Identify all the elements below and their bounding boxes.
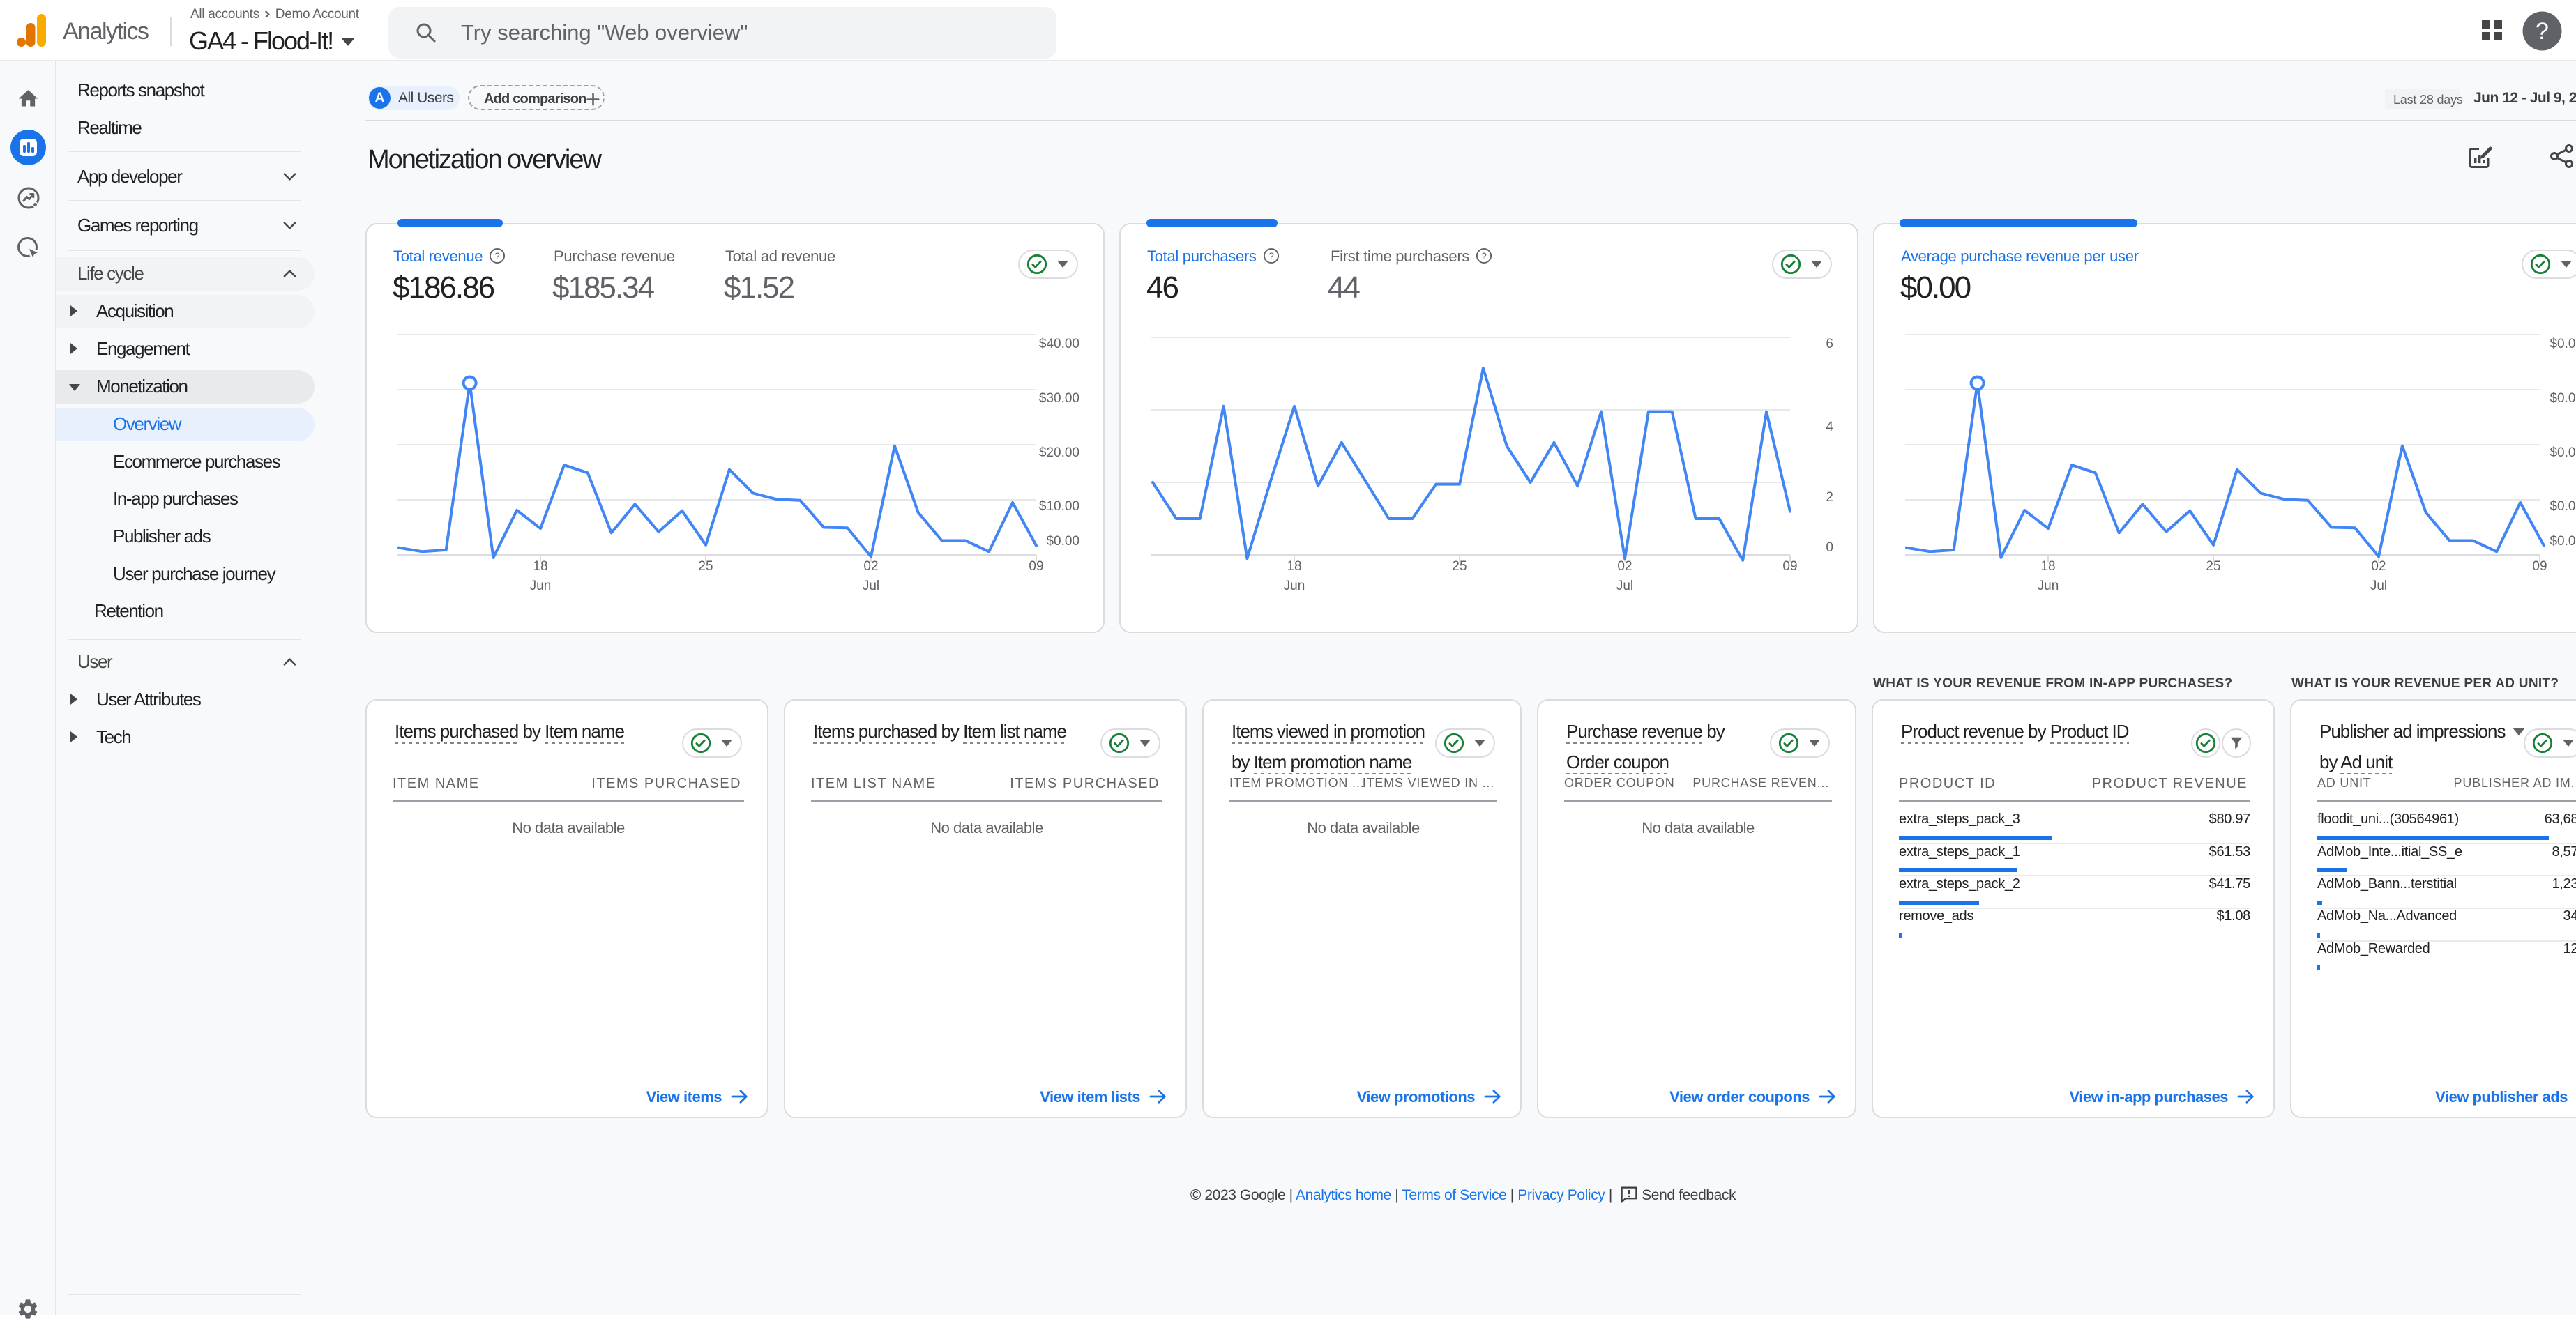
svg-text:09: 09 xyxy=(1782,559,1797,574)
svg-text:18: 18 xyxy=(533,559,547,574)
svg-text:$0.00: $0.00 xyxy=(2550,534,2576,549)
svg-text:$30.00: $30.00 xyxy=(1039,391,1079,406)
svg-text:Jul: Jul xyxy=(863,579,879,593)
svg-text:02: 02 xyxy=(863,559,878,574)
svg-text:$20.00: $20.00 xyxy=(1039,445,1079,460)
svg-text:0: 0 xyxy=(1826,540,1833,555)
svg-text:6: 6 xyxy=(1826,337,1833,351)
svg-text:$0.00: $0.00 xyxy=(2550,445,2576,460)
svg-text:02: 02 xyxy=(2371,559,2386,574)
svg-text:25: 25 xyxy=(2206,559,2220,574)
svg-text:25: 25 xyxy=(698,559,713,574)
svg-text:?: ? xyxy=(1482,251,1487,261)
svg-text:Jun: Jun xyxy=(530,579,552,593)
svg-text:02: 02 xyxy=(1617,559,1632,574)
svg-text:2: 2 xyxy=(1826,490,1833,505)
svg-text:?: ? xyxy=(495,251,500,261)
svg-text:09: 09 xyxy=(1029,559,1043,574)
svg-text:09: 09 xyxy=(2532,559,2547,574)
svg-text:Jun: Jun xyxy=(1284,579,1305,593)
svg-text:18: 18 xyxy=(1287,559,1301,574)
svg-text:$40.00: $40.00 xyxy=(1039,337,1079,351)
svg-text:18: 18 xyxy=(2040,559,2055,574)
svg-text:Jun: Jun xyxy=(2038,579,2059,593)
svg-text:?: ? xyxy=(2536,18,2549,45)
svg-text:Jul: Jul xyxy=(1616,579,1633,593)
svg-text:$0.00: $0.00 xyxy=(2550,391,2576,406)
svg-text:Jul: Jul xyxy=(2370,579,2387,593)
svg-text:$0.00: $0.00 xyxy=(2550,337,2576,351)
svg-text:25: 25 xyxy=(1452,559,1467,574)
svg-text:$0.00: $0.00 xyxy=(1046,534,1079,549)
svg-text:4: 4 xyxy=(1826,420,1833,434)
svg-text:?: ? xyxy=(1268,251,1273,261)
svg-text:$0.00: $0.00 xyxy=(2550,499,2576,514)
svg-text:$10.00: $10.00 xyxy=(1039,499,1079,514)
